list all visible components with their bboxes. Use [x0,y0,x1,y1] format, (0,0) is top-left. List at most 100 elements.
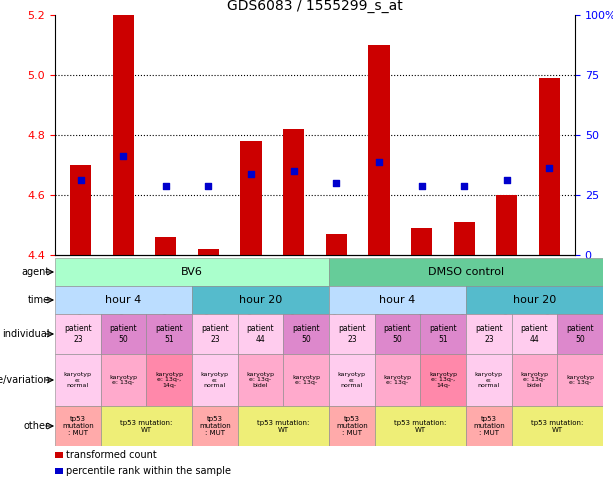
Bar [198,249,219,255]
Bar [238,406,329,446]
Bar [421,314,466,354]
Bar [238,354,283,406]
Bar [466,286,603,314]
Text: hour 4: hour 4 [379,295,416,305]
Bar [411,228,432,255]
Point [75,176,85,184]
Bar [466,314,512,354]
Text: karyotyp
e: 13q-: karyotyp e: 13q- [384,375,411,385]
Text: karyotyp
e: 13q-,
14q-: karyotyp e: 13q-, 14q- [429,372,457,388]
Text: hour 20: hour 20 [239,295,282,305]
Bar [539,78,560,255]
Point [502,176,512,184]
Text: karyotyp
e: 13q-,
14q-: karyotyp e: 13q-, 14q- [155,372,183,388]
Text: agent: agent [21,267,50,277]
Bar [496,195,517,255]
Text: patient
23: patient 23 [338,324,365,344]
Text: hour 20: hour 20 [513,295,556,305]
Bar [329,314,375,354]
Bar [101,354,147,406]
Text: patient
23: patient 23 [201,324,229,344]
Point [118,152,128,160]
Bar [192,406,238,446]
Text: hour 4: hour 4 [105,295,142,305]
Text: BV6: BV6 [181,267,203,277]
Text: patient
23: patient 23 [64,324,92,344]
Bar [101,406,192,446]
Bar [147,314,192,354]
Text: patient
23: patient 23 [475,324,503,344]
Point [544,164,554,172]
Bar [192,354,238,406]
Bar [70,165,91,255]
Bar [421,354,466,406]
Text: karyotyp
e:
normal: karyotyp e: normal [64,372,92,388]
Bar [55,286,192,314]
Text: transformed count: transformed count [66,450,157,460]
Bar [192,314,238,354]
Point [374,158,384,166]
Bar [55,314,101,354]
Point [459,182,469,190]
Bar [375,314,421,354]
Text: karyotyp
e:
normal: karyotyp e: normal [475,372,503,388]
Bar [329,258,603,286]
Text: patient
44: patient 44 [246,324,274,344]
Text: patient
50: patient 50 [566,324,594,344]
Bar [113,15,134,255]
Text: patient
44: patient 44 [520,324,548,344]
Bar [454,222,475,255]
Text: tp53
mutation
: MUT: tp53 mutation : MUT [199,416,230,436]
Point [417,182,427,190]
Bar [55,258,329,286]
Bar [147,354,192,406]
Text: individual: individual [2,329,50,339]
Bar [375,406,466,446]
Bar [283,314,329,354]
Text: patient
50: patient 50 [110,324,137,344]
Point [332,179,341,187]
Bar [238,314,283,354]
Bar [283,129,304,255]
Bar [155,237,177,255]
Text: karyotyp
e: 13q-: karyotyp e: 13q- [292,375,320,385]
Text: tp53
mutation
: MUT: tp53 mutation : MUT [336,416,368,436]
Point [289,167,299,175]
Text: genotype/variation: genotype/variation [0,375,50,385]
Bar [329,406,375,446]
Text: karyotyp
e: 13q-
bidel: karyotyp e: 13q- bidel [520,372,549,388]
Text: other: other [24,421,50,431]
Text: patient
50: patient 50 [384,324,411,344]
Bar [240,141,262,255]
Point [161,182,171,190]
Text: tp53 mutation:
WT: tp53 mutation: WT [257,420,310,432]
Text: patient
51: patient 51 [155,324,183,344]
Bar [512,314,557,354]
Bar [466,406,512,446]
Bar [375,354,421,406]
Bar [557,314,603,354]
Text: tp53 mutation:
WT: tp53 mutation: WT [394,420,446,432]
Point [246,170,256,178]
Bar [101,314,147,354]
Text: patient
50: patient 50 [292,324,320,344]
Bar [326,234,347,255]
Bar [55,406,101,446]
Bar [329,354,375,406]
Text: karyotyp
e: 13q-
bidel: karyotyp e: 13q- bidel [246,372,275,388]
Text: tp53
mutation
: MUT: tp53 mutation : MUT [62,416,94,436]
Bar [55,354,101,406]
Text: karyotyp
e:
normal: karyotyp e: normal [338,372,366,388]
Bar [466,354,512,406]
Point [204,182,213,190]
Bar [557,354,603,406]
Text: karyotyp
e: 13q-: karyotyp e: 13q- [110,375,137,385]
Bar [283,354,329,406]
Text: karyotyp
e:
normal: karyotyp e: normal [201,372,229,388]
Text: tp53 mutation:
WT: tp53 mutation: WT [531,420,584,432]
Text: karyotyp
e: 13q-: karyotyp e: 13q- [566,375,594,385]
Bar [329,286,466,314]
Bar [368,45,390,255]
Text: tp53
mutation
: MUT: tp53 mutation : MUT [473,416,504,436]
Text: patient
51: patient 51 [429,324,457,344]
